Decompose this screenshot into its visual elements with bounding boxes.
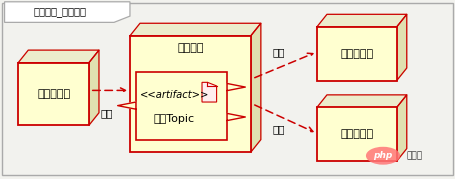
Polygon shape <box>130 23 260 36</box>
Text: 写入: 写入 <box>101 108 113 118</box>
Polygon shape <box>227 83 245 91</box>
Text: 配送子系统: 配送子系统 <box>339 129 373 139</box>
Polygon shape <box>396 14 406 81</box>
Text: 电商案例_消息队列: 电商案例_消息队列 <box>33 7 86 17</box>
Polygon shape <box>202 82 216 102</box>
Text: 中文网: 中文网 <box>406 151 422 160</box>
Text: php: php <box>373 151 392 160</box>
Text: <<artifact>>: <<artifact>> <box>139 90 208 100</box>
Text: 购物子系统: 购物子系统 <box>37 89 70 99</box>
Text: 库存子系统: 库存子系统 <box>339 49 373 59</box>
Polygon shape <box>316 95 406 107</box>
Text: 订单Topic: 订单Topic <box>153 114 194 124</box>
Text: 消息队列: 消息队列 <box>177 43 203 53</box>
Polygon shape <box>117 102 136 109</box>
Ellipse shape <box>365 147 399 165</box>
Polygon shape <box>316 14 406 27</box>
Polygon shape <box>5 2 130 22</box>
FancyBboxPatch shape <box>316 107 396 161</box>
Polygon shape <box>250 23 260 152</box>
FancyBboxPatch shape <box>130 36 250 152</box>
Polygon shape <box>18 50 99 63</box>
Polygon shape <box>396 95 406 161</box>
Polygon shape <box>89 50 99 125</box>
Polygon shape <box>227 113 245 121</box>
Text: 订阅: 订阅 <box>272 124 285 134</box>
FancyBboxPatch shape <box>136 72 227 140</box>
FancyBboxPatch shape <box>18 63 89 125</box>
FancyBboxPatch shape <box>316 27 396 81</box>
Text: 订阅: 订阅 <box>272 47 285 57</box>
